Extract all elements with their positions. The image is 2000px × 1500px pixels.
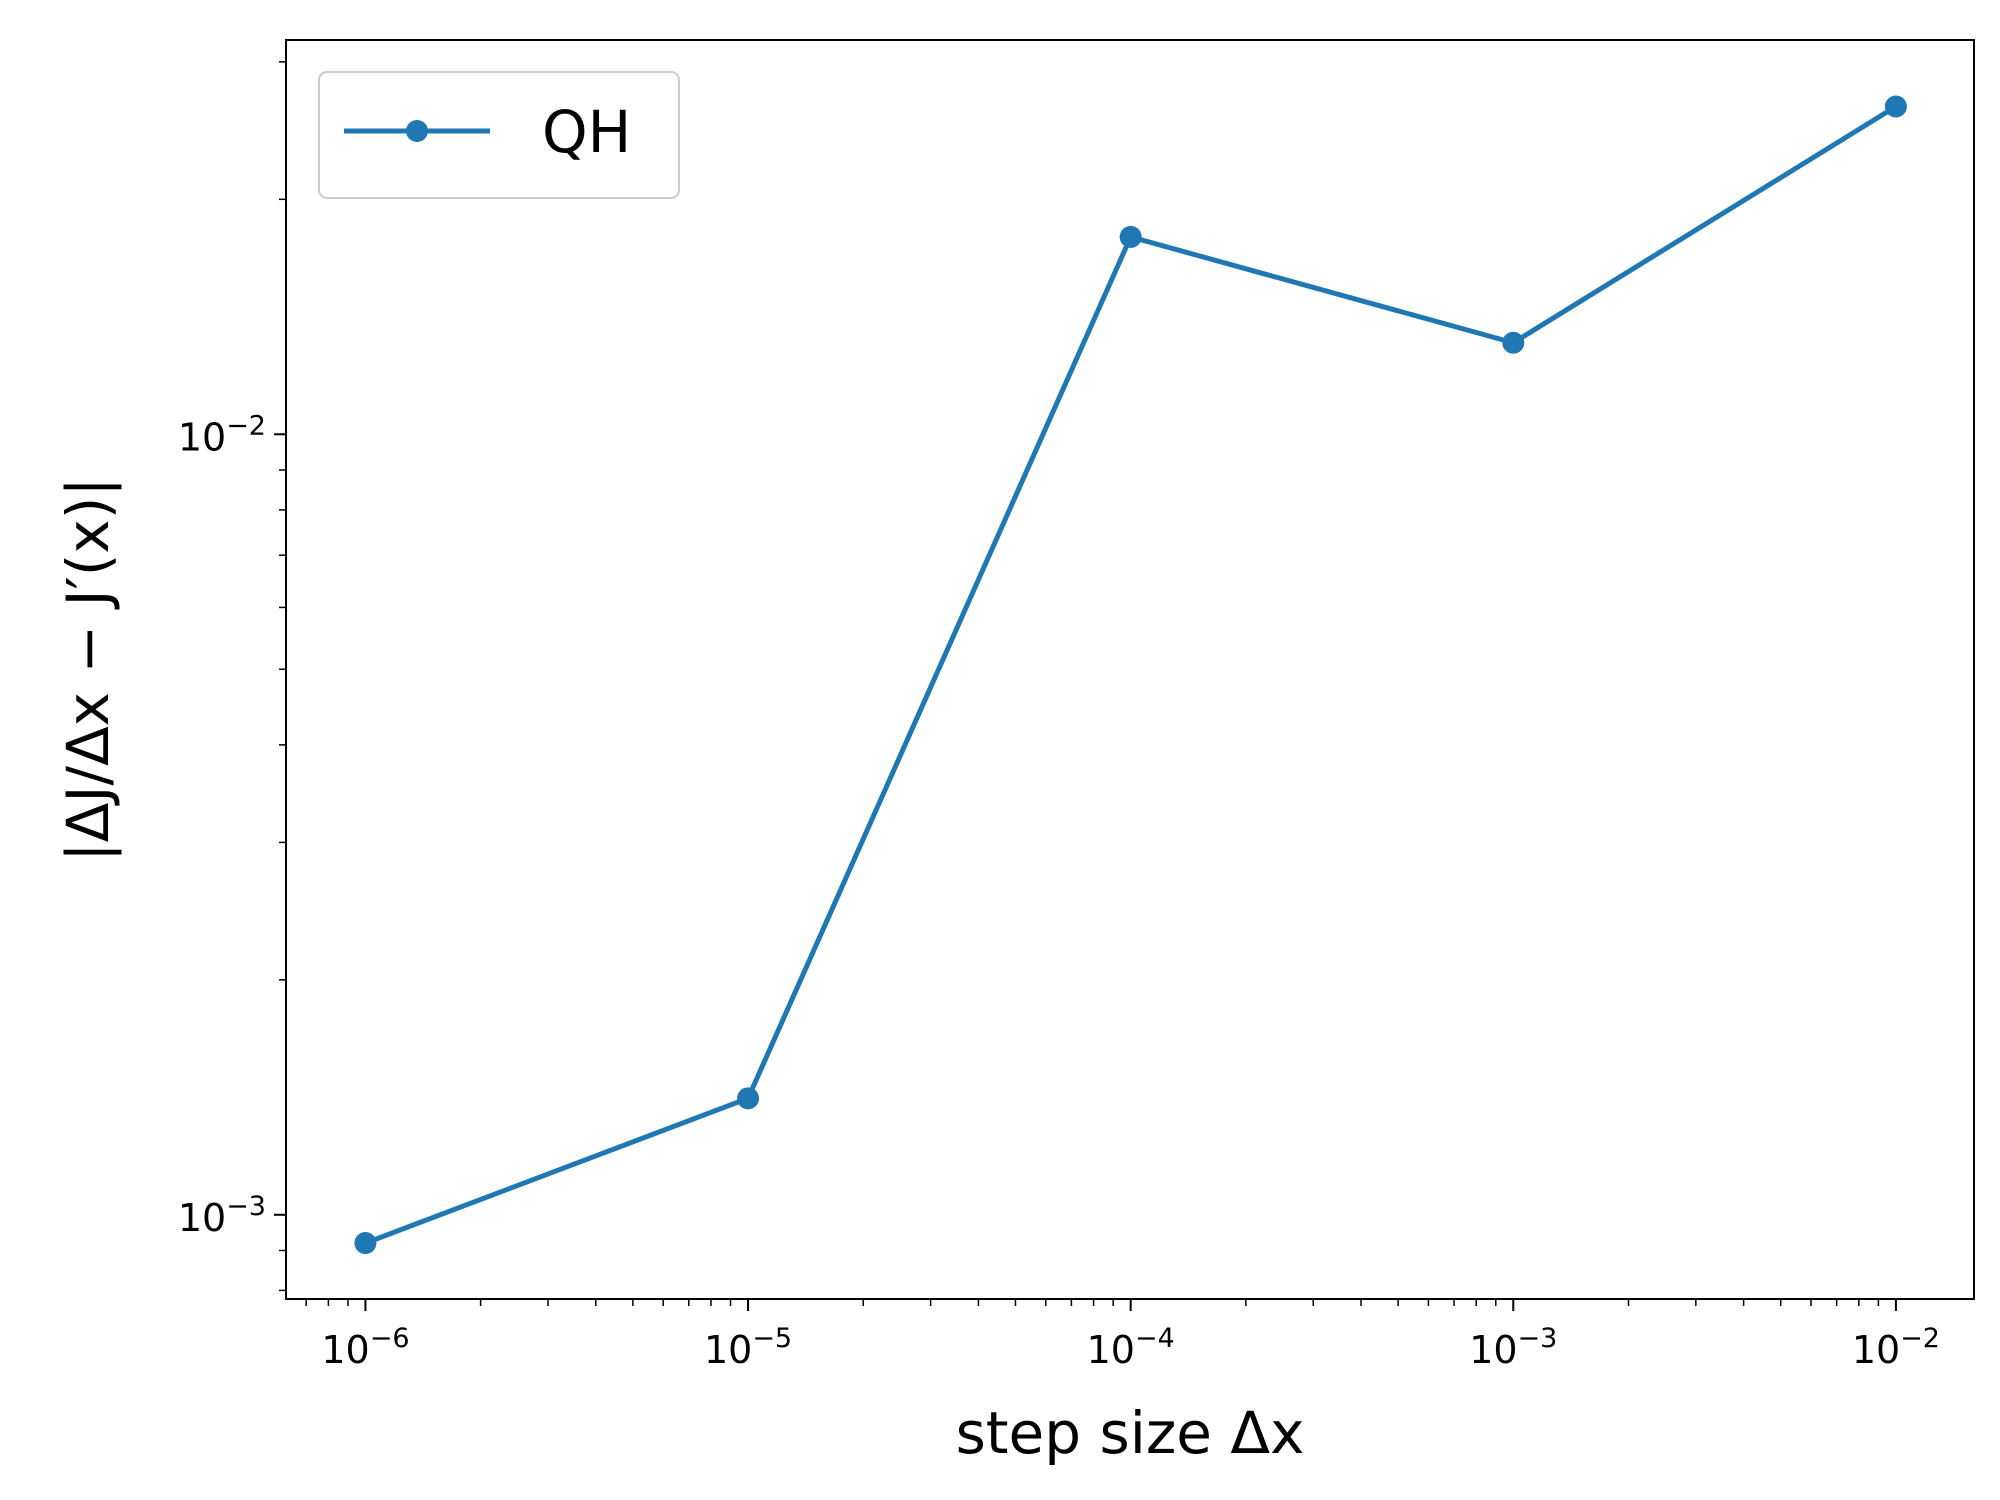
plot-frame: [285, 39, 1975, 1300]
x-tick-label: 10−3: [1469, 1323, 1557, 1372]
legend-dot-marker: [406, 120, 428, 142]
legend-box: [318, 71, 680, 199]
data-point: [1119, 225, 1142, 248]
minor-ticks: [279, 61, 1880, 1306]
data-point: [1884, 95, 1907, 118]
x-tick-label: 10−5: [704, 1323, 792, 1372]
series-layer: [354, 95, 1907, 1255]
x-tick-label: 10−4: [1087, 1323, 1175, 1372]
y-axis-label: |ΔJ/Δx − J′(x)|: [54, 477, 122, 862]
data-point: [354, 1232, 377, 1255]
data-point: [737, 1087, 760, 1110]
legend: QH: [318, 71, 680, 199]
legend-label: QH: [542, 98, 631, 166]
x-axis-label: step size Δx: [956, 1399, 1305, 1467]
data-point: [1502, 331, 1525, 354]
